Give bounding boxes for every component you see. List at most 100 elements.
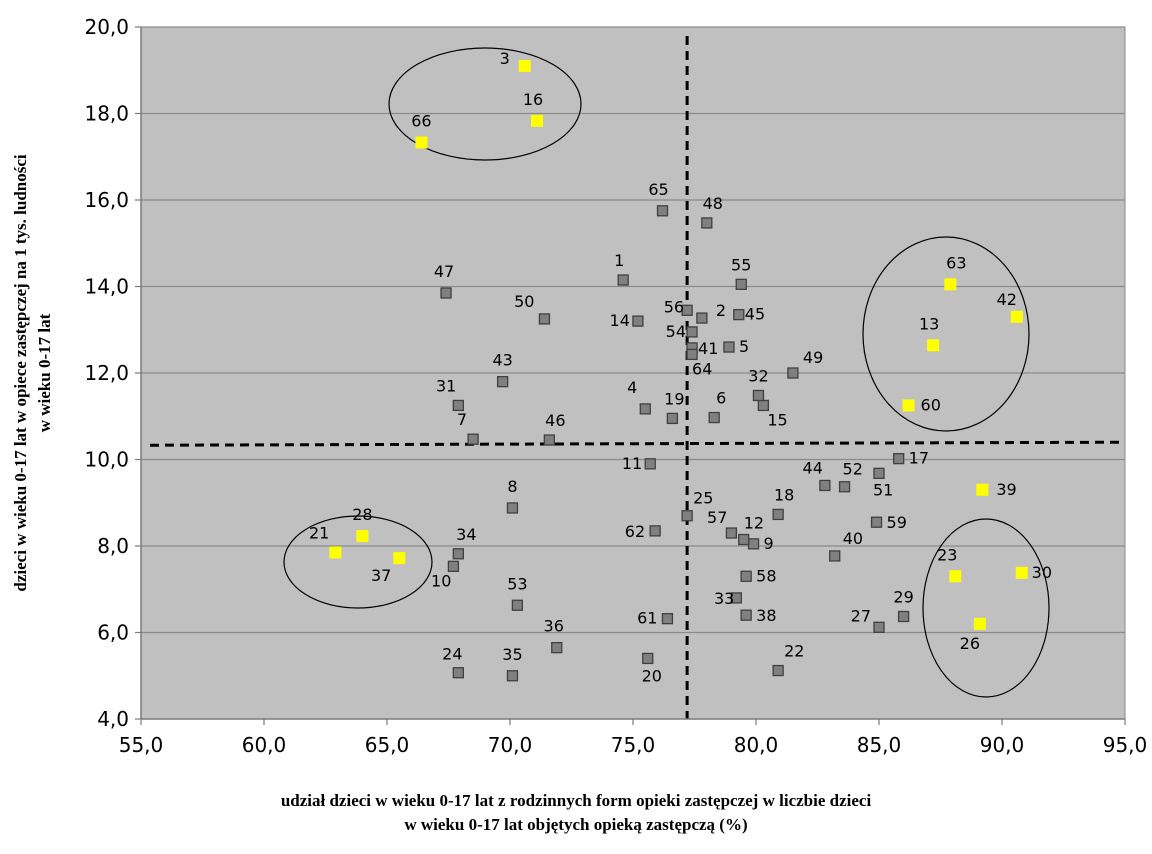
point-marker-gray-33 [730,592,742,604]
point-label-52: 52 [843,460,863,479]
point-marker-yellow-21 [329,546,342,559]
x-tick-label: 95,0 [1103,733,1148,757]
point-label-32: 32 [748,366,768,385]
point-label-26: 26 [960,634,980,653]
point-marker-yellow-28 [356,530,369,543]
point-label-6: 6 [716,389,726,408]
point-label-3: 3 [500,49,510,68]
reference-lines [149,36,1121,719]
cluster-ellipse [922,518,1050,698]
point-marker-gray-27 [873,621,885,633]
x-tick-label: 90,0 [980,733,1025,757]
y-tick-label: 8,0 [97,534,129,558]
axes [135,26,1126,725]
point-label-56: 56 [664,297,684,316]
point-label-21: 21 [309,523,329,542]
point-label-1: 1 [614,251,624,270]
y-axis-title-line-2: w wieku 0-17 lat [35,313,54,432]
point-marker-gray-65 [656,205,669,217]
point-label-18: 18 [774,485,794,504]
point-marker-gray-62 [649,525,661,537]
point-marker-gray-12 [738,533,750,546]
point-marker-gray-61 [661,613,674,625]
point-marker-yellow-39 [976,483,989,496]
point-labels: 1234567891011121314151617181920212223242… [309,49,1052,686]
point-marker-gray-2 [696,312,708,324]
point-label-19: 19 [664,389,684,408]
point-label-60: 60 [921,395,941,414]
cluster-ellipse [283,515,433,609]
point-label-30: 30 [1032,563,1052,582]
point-marker-yellow-23 [949,570,962,583]
point-marker-gray-59 [870,516,883,528]
point-label-33: 33 [714,589,734,608]
point-marker-gray-14 [632,315,644,327]
point-label-2: 2 [716,301,726,320]
point-marker-gray-36 [551,641,563,654]
point-label-41: 41 [698,339,718,358]
point-label-38: 38 [756,606,776,625]
point-marker-gray-5 [723,341,735,353]
point-label-39: 39 [996,480,1016,499]
point-label-43: 43 [492,351,512,370]
point-marker-gray-43 [496,375,509,388]
data-points [329,59,1028,682]
point-label-16: 16 [523,90,543,109]
point-marker-gray-1 [617,274,629,286]
point-marker-gray-46 [543,434,556,446]
point-label-34: 34 [456,525,476,544]
point-label-4: 4 [627,378,637,397]
point-marker-gray-55 [735,278,747,290]
x-tick-label: 85,0 [857,733,902,757]
point-label-49: 49 [803,348,823,367]
y-tick-label: 14,0 [84,275,129,299]
point-label-11: 11 [622,454,642,473]
y-tick-label: 6,0 [97,621,129,645]
point-marker-gray-40 [829,550,841,562]
point-marker-gray-19 [666,412,679,425]
point-marker-gray-15 [757,399,770,412]
point-marker-gray-47 [440,287,452,299]
tick-labels: 4,0 6,0 8,0 10,0 12,0 14,0 16,0 18,0 20,0 55,0 60,… [84,15,1147,757]
point-marker-yellow-16 [531,114,544,127]
point-label-31: 31 [436,376,456,395]
point-marker-gray-53 [511,599,524,611]
point-label-54: 54 [666,322,686,341]
point-label-35: 35 [502,645,522,664]
point-marker-gray-8 [506,502,519,514]
point-marker-yellow-66 [415,136,428,149]
cluster-ellipse [862,236,1030,432]
point-marker-yellow-30 [1015,566,1028,579]
x-tick-label: 75,0 [611,733,656,757]
y-tick-label: 4,0 [97,707,129,731]
point-label-14: 14 [610,311,630,330]
point-marker-gray-6 [708,411,720,424]
point-label-62: 62 [625,522,645,541]
point-marker-yellow-26 [973,617,986,630]
point-marker-gray-58 [740,570,752,582]
cluster-ellipses [283,47,1050,698]
point-label-36: 36 [544,617,564,636]
point-marker-gray-49 [787,367,799,379]
point-marker-gray-54 [686,326,698,338]
point-label-29: 29 [893,587,913,606]
point-label-50: 50 [514,292,534,311]
point-label-58: 58 [756,566,776,585]
point-label-23: 23 [937,545,957,564]
y-tick-label: 12,0 [84,361,129,385]
point-marker-gray-29 [897,610,910,623]
point-label-47: 47 [434,262,454,281]
point-marker-yellow-3 [518,59,531,72]
point-label-8: 8 [507,477,517,496]
point-marker-yellow-60 [902,399,915,412]
y-tick-label: 20,0 [84,15,129,39]
point-label-45: 45 [745,305,765,324]
point-marker-gray-11 [644,458,656,470]
point-marker-gray-44 [819,479,831,492]
point-marker-gray-51 [873,467,885,479]
point-marker-gray-24 [452,667,464,679]
point-marker-gray-56 [681,304,693,316]
x-tick-label: 80,0 [734,733,779,757]
